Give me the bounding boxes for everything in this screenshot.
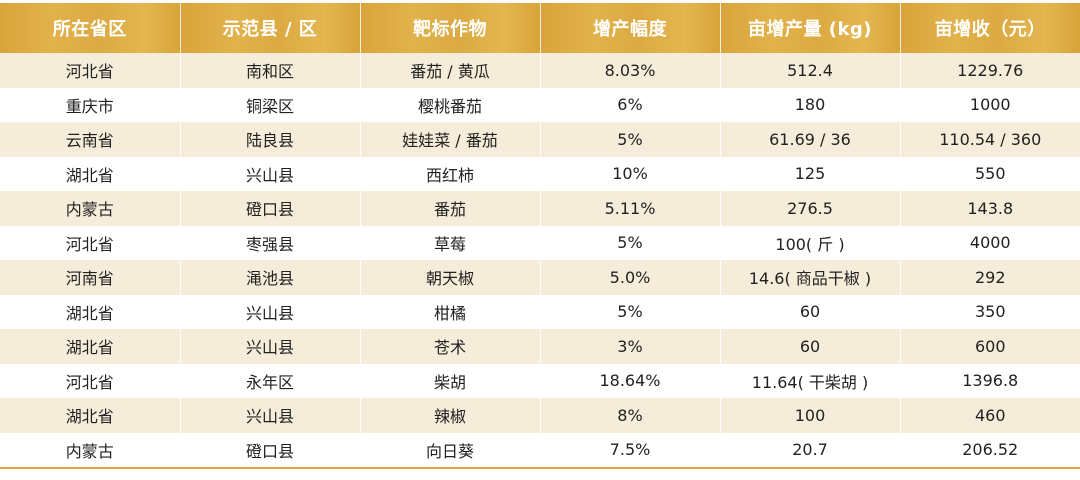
header-yield-per-mu: 亩增产量 (kg) [719,3,900,53]
cell-county: 磴口县 [179,432,360,469]
header-province: 所在省区 [0,3,180,53]
cell-income-per-mu: 1396.8 [899,363,1080,398]
cell-increase-rate: 5.0% [539,260,720,295]
cell-yield-per-mu: 60 [719,294,900,329]
cell-province: 河北省 [0,225,180,260]
cell-province: 云南省 [0,122,180,157]
cell-income-per-mu: 292 [899,260,1080,295]
cell-increase-rate: 6% [539,87,720,122]
table-row: 内蒙古 磴口县 番茄 5.11% 276.5 143.8 [0,191,1080,226]
cell-county: 永年区 [179,363,360,398]
cell-province: 湖北省 [0,398,180,433]
cell-yield-per-mu: 61.69 / 36 [719,122,900,157]
cell-crop: 柴胡 [359,363,540,398]
cell-income-per-mu: 600 [899,329,1080,364]
cell-income-per-mu: 206.52 [899,432,1080,469]
cell-yield-per-mu: 14.6( 商品干椒 ) [719,260,900,295]
cell-income-per-mu: 550 [899,156,1080,191]
cell-crop: 辣椒 [359,398,540,433]
cell-crop: 朝天椒 [359,260,540,295]
cell-yield-per-mu: 512.4 [719,53,900,88]
header-row: 所在省区 示范县 / 区 靶标作物 增产幅度 亩增产量 (kg) 亩增收（元） [0,3,1080,53]
cell-county: 铜梁区 [179,87,360,122]
cell-county: 兴山县 [179,156,360,191]
cell-yield-per-mu: 60 [719,329,900,364]
cell-province: 内蒙古 [0,191,180,226]
cell-income-per-mu: 4000 [899,225,1080,260]
cell-province: 河北省 [0,53,180,88]
cell-yield-per-mu: 11.64( 干柴胡 ) [719,363,900,398]
cell-county: 枣强县 [179,225,360,260]
cell-province: 河北省 [0,363,180,398]
table-row: 湖北省 兴山县 西红柿 10% 125 550 [0,156,1080,191]
table-row: 湖北省 兴山县 苍术 3% 60 600 [0,329,1080,364]
cell-crop: 柑橘 [359,294,540,329]
cell-crop: 番茄 [359,191,540,226]
cell-county: 陆良县 [179,122,360,157]
cell-income-per-mu: 143.8 [899,191,1080,226]
cell-crop: 苍术 [359,329,540,364]
table-header: 所在省区 示范县 / 区 靶标作物 增产幅度 亩增产量 (kg) 亩增收（元） [0,3,1080,53]
cell-yield-per-mu: 276.5 [719,191,900,226]
cell-province: 河南省 [0,260,180,295]
header-income-per-mu: 亩增收（元） [899,3,1080,53]
header-county: 示范县 / 区 [179,3,360,53]
crop-yield-table: 所在省区 示范县 / 区 靶标作物 增产幅度 亩增产量 (kg) 亩增收（元） … [0,3,1080,469]
cell-increase-rate: 5.11% [539,191,720,226]
cell-county: 南和区 [179,53,360,88]
cell-yield-per-mu: 100( 斤 ) [719,225,900,260]
table-row: 湖北省 兴山县 柑橘 5% 60 350 [0,294,1080,329]
table-row: 河北省 枣强县 草莓 5% 100( 斤 ) 4000 [0,225,1080,260]
table-row: 河南省 渑池县 朝天椒 5.0% 14.6( 商品干椒 ) 292 [0,260,1080,295]
cell-yield-per-mu: 20.7 [719,432,900,469]
cell-province: 湖北省 [0,156,180,191]
cell-county: 渑池县 [179,260,360,295]
cell-increase-rate: 7.5% [539,432,720,469]
cell-income-per-mu: 460 [899,398,1080,433]
cell-crop: 向日葵 [359,432,540,469]
cell-county: 兴山县 [179,329,360,364]
cell-province: 内蒙古 [0,432,180,469]
cell-county: 兴山县 [179,398,360,433]
table-body: 河北省 南和区 番茄 / 黄瓜 8.03% 512.4 1229.76 重庆市 … [0,53,1080,469]
cell-income-per-mu: 110.54 / 360 [899,122,1080,157]
cell-income-per-mu: 1229.76 [899,53,1080,88]
cell-yield-per-mu: 100 [719,398,900,433]
cell-county: 兴山县 [179,294,360,329]
cell-province: 湖北省 [0,329,180,364]
cell-crop: 西红柿 [359,156,540,191]
table-row: 河北省 永年区 柴胡 18.64% 11.64( 干柴胡 ) 1396.8 [0,363,1080,398]
cell-increase-rate: 5% [539,294,720,329]
cell-increase-rate: 3% [539,329,720,364]
table-row: 河北省 南和区 番茄 / 黄瓜 8.03% 512.4 1229.76 [0,53,1080,88]
cell-income-per-mu: 350 [899,294,1080,329]
table-row: 云南省 陆良县 娃娃菜 / 番茄 5% 61.69 / 36 110.54 / … [0,122,1080,157]
cell-increase-rate: 5% [539,225,720,260]
cell-crop: 娃娃菜 / 番茄 [359,122,540,157]
cell-yield-per-mu: 180 [719,87,900,122]
cell-crop: 番茄 / 黄瓜 [359,53,540,88]
cell-yield-per-mu: 125 [719,156,900,191]
cell-crop: 草莓 [359,225,540,260]
table-row: 重庆市 铜梁区 樱桃番茄 6% 180 1000 [0,87,1080,122]
cell-income-per-mu: 1000 [899,87,1080,122]
cell-province: 重庆市 [0,87,180,122]
cell-county: 磴口县 [179,191,360,226]
cell-province: 湖北省 [0,294,180,329]
header-increase-rate: 增产幅度 [539,3,720,53]
cell-crop: 樱桃番茄 [359,87,540,122]
cell-increase-rate: 8% [539,398,720,433]
cell-increase-rate: 10% [539,156,720,191]
cell-increase-rate: 5% [539,122,720,157]
table-row: 湖北省 兴山县 辣椒 8% 100 460 [0,398,1080,433]
cell-increase-rate: 8.03% [539,53,720,88]
cell-increase-rate: 18.64% [539,363,720,398]
table-row: 内蒙古 磴口县 向日葵 7.5% 20.7 206.52 [0,432,1080,469]
header-crop: 靶标作物 [359,3,540,53]
